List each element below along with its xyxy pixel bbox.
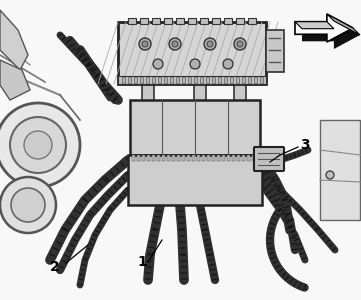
Bar [142, 84, 154, 184]
Bar [176, 77, 179, 83]
Bar [200, 18, 208, 24]
Bar [192, 155, 195, 161]
Bar [242, 77, 245, 83]
Bar [218, 77, 221, 83]
Bar [194, 77, 197, 83]
Bar [202, 155, 205, 161]
Bar [242, 155, 245, 161]
Circle shape [169, 38, 181, 50]
Bar [170, 77, 173, 83]
Polygon shape [295, 22, 334, 29]
Bar [152, 155, 155, 161]
Bar [254, 77, 257, 83]
Circle shape [234, 38, 246, 50]
Bar [266, 30, 284, 72]
Circle shape [142, 41, 148, 47]
Circle shape [10, 117, 66, 173]
Bar [147, 155, 150, 161]
Circle shape [0, 177, 56, 233]
Bar [247, 155, 250, 161]
Polygon shape [0, 10, 28, 70]
Bar [176, 18, 184, 24]
Circle shape [223, 59, 233, 69]
Bar [248, 18, 256, 24]
Bar [130, 100, 260, 155]
Bar [207, 155, 210, 161]
Bar [164, 77, 167, 83]
Bar [118, 76, 266, 84]
Bar [142, 155, 145, 161]
Bar [236, 18, 244, 24]
Bar [137, 155, 140, 161]
Bar [140, 18, 148, 24]
Bar [212, 77, 215, 83]
Bar [320, 120, 360, 220]
Polygon shape [0, 60, 30, 100]
Bar [252, 155, 255, 161]
Bar [128, 18, 136, 24]
Bar [212, 18, 220, 24]
Circle shape [153, 59, 163, 69]
Circle shape [326, 171, 334, 179]
Bar [224, 18, 232, 24]
Bar [187, 155, 190, 161]
Bar [140, 77, 143, 83]
Bar [164, 18, 172, 24]
Bar [197, 155, 200, 161]
Bar [260, 77, 263, 83]
Bar [200, 77, 203, 83]
Bar [236, 77, 239, 83]
Polygon shape [302, 21, 360, 49]
Bar [194, 84, 206, 184]
Circle shape [11, 188, 45, 222]
Bar [162, 155, 165, 161]
Circle shape [172, 41, 178, 47]
Bar [227, 155, 230, 161]
Bar [157, 155, 160, 161]
FancyBboxPatch shape [254, 147, 284, 171]
Circle shape [204, 38, 216, 50]
Bar [152, 77, 155, 83]
Bar [188, 18, 196, 24]
Bar [172, 155, 175, 161]
Bar [224, 77, 227, 83]
Bar [134, 77, 137, 83]
Bar [217, 155, 220, 161]
Bar [230, 77, 233, 83]
Bar [212, 155, 215, 161]
Bar [206, 77, 209, 83]
Bar [128, 155, 262, 205]
Bar [177, 155, 180, 161]
Bar [257, 155, 260, 161]
Bar [248, 77, 251, 83]
Bar [182, 77, 185, 83]
Circle shape [190, 59, 200, 69]
Bar [122, 77, 125, 83]
Bar [132, 155, 135, 161]
Polygon shape [327, 14, 360, 35]
Bar [146, 77, 149, 83]
Bar [167, 155, 170, 161]
Circle shape [237, 41, 243, 47]
Circle shape [207, 41, 213, 47]
Bar [188, 77, 191, 83]
Bar [118, 22, 266, 84]
Bar [182, 155, 185, 161]
Text: 2: 2 [50, 260, 60, 274]
Bar [232, 155, 235, 161]
Circle shape [139, 38, 151, 50]
Bar [128, 77, 131, 83]
Text: 3: 3 [300, 138, 310, 152]
Polygon shape [295, 14, 353, 42]
Bar [237, 155, 240, 161]
Bar [234, 84, 246, 184]
Bar [222, 155, 225, 161]
Bar [152, 18, 160, 24]
Circle shape [0, 103, 80, 187]
Text: 1: 1 [137, 255, 147, 269]
Bar [158, 77, 161, 83]
Circle shape [24, 131, 52, 159]
